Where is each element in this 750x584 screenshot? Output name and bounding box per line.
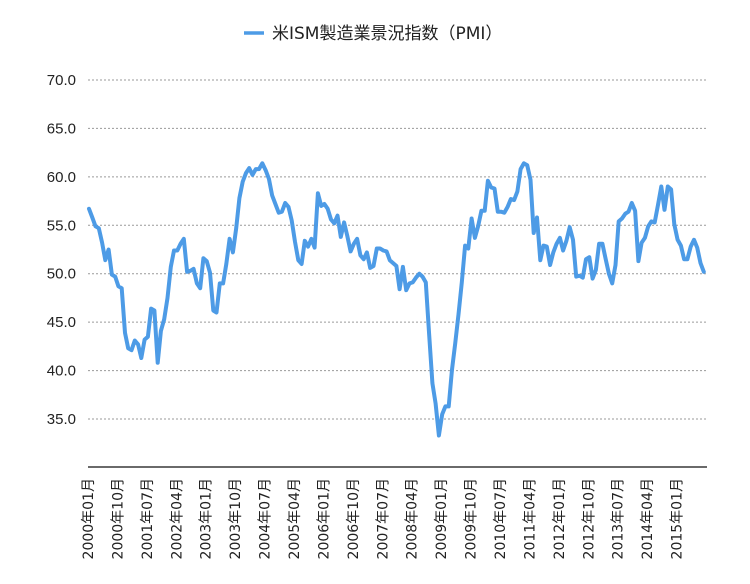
y-gridlines [88, 79, 707, 420]
chart-legend: 米ISM製造業景況指数（PMI） [244, 24, 502, 44]
y-axis-tick-labels: 35.0 40.0 45.0 50.0 55.0 60.0 65.0 70.0 [47, 72, 76, 428]
x-tick-label: 2000年01月 [81, 478, 97, 559]
x-tick-label: 2006年10月 [346, 478, 362, 559]
x-tick-label: 2005年04月 [287, 478, 303, 559]
x-tick-label: 2010年07月 [493, 478, 509, 559]
x-tick-label: 2008年04月 [405, 478, 421, 559]
x-tick-label: 2003年10月 [228, 478, 244, 559]
y-tick-label: 60.0 [47, 169, 76, 186]
y-tick-label: 45.0 [47, 314, 76, 331]
x-tick-label: 2013年07月 [611, 478, 627, 559]
legend-label: 米ISM製造業景況指数（PMI） [272, 24, 502, 44]
y-tick-label: 70.0 [47, 72, 76, 89]
x-tick-label: 2004年07月 [258, 478, 274, 559]
y-tick-label: 50.0 [47, 266, 76, 283]
x-tick-label: 2002年04月 [169, 478, 185, 559]
x-tick-label: 2014年04月 [640, 478, 656, 559]
x-tick-label: 2003年01月 [199, 478, 215, 559]
x-tick-label: 2012年01月 [552, 478, 568, 559]
y-tick-label: 55.0 [47, 217, 76, 234]
x-tick-label: 2009年01月 [434, 478, 450, 559]
x-tick-label: 2001年07月 [140, 478, 156, 559]
y-tick-label: 35.0 [47, 411, 76, 428]
x-tick-label: 2000年10月 [110, 478, 126, 559]
x-tick-label: 2011年04月 [522, 478, 538, 559]
pmi-series-line [87, 161, 706, 438]
x-tick-label: 2007年07月 [375, 478, 391, 559]
x-axis-tick-labels: 2000年01月 2000年10月 2001年07月 2002年04月 2003年01月… [81, 478, 686, 559]
x-tick-label: 2006年01月 [316, 478, 332, 559]
x-tick-label: 2012年10月 [581, 478, 597, 559]
x-tick-label: 2015年01月 [670, 478, 686, 559]
y-tick-label: 65.0 [47, 120, 76, 137]
y-tick-label: 40.0 [47, 363, 76, 380]
x-tick-label: 2009年10月 [464, 478, 480, 559]
